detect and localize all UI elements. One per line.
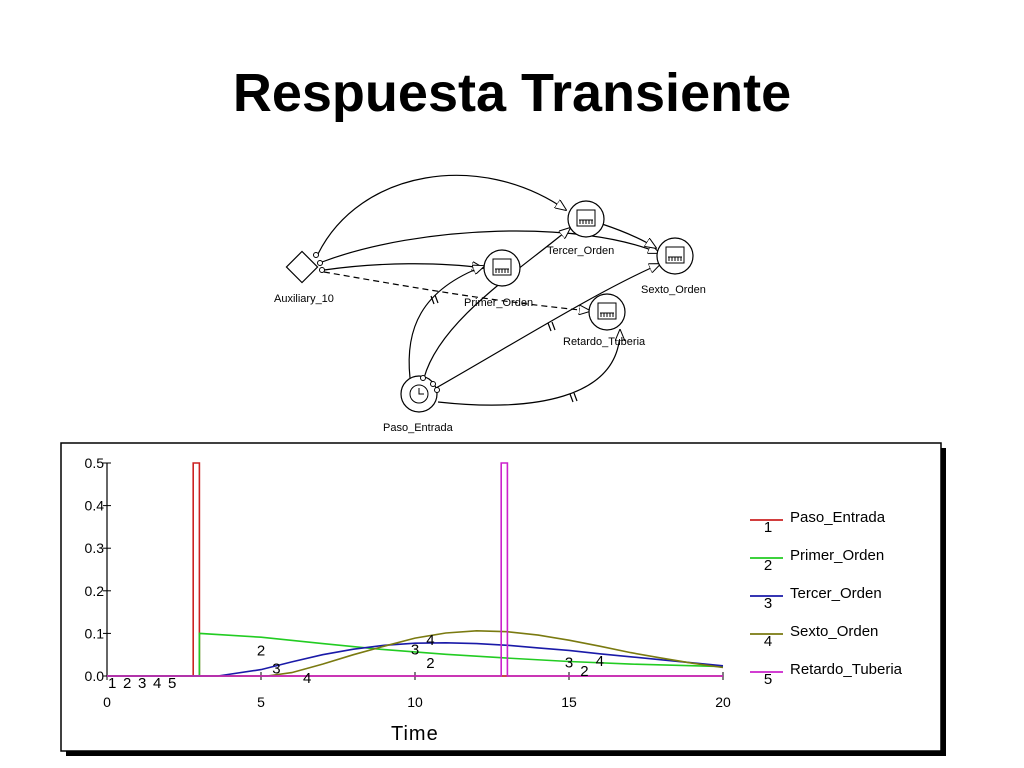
y-tick-label: 0.0	[85, 668, 105, 684]
y-ticks: 0.0 0.1 0.2 0.3 0.4 0.5	[85, 455, 111, 684]
curve-marker: 2	[426, 655, 434, 672]
link-aux-tercer	[317, 174, 566, 255]
slide-title: Respuesta Transiente	[232, 63, 792, 123]
paso-node[interactable]	[400, 375, 440, 413]
paso-label: Paso_Entrada	[383, 422, 454, 434]
link-tercer-sexto	[601, 223, 656, 248]
y-tick-label: 0.5	[85, 455, 105, 471]
tercer-label: Tercer_Orden	[547, 245, 614, 257]
y-tick-label: 0.1	[85, 625, 105, 641]
link-paso-retardo	[437, 330, 620, 406]
curve-marker: 3	[565, 654, 573, 671]
legend-label: Sexto_Orden	[790, 623, 878, 640]
link-paso-tercer	[423, 228, 570, 379]
sexto-label: Sexto_Orden	[641, 284, 706, 296]
y-tick-label: 0.3	[85, 540, 105, 556]
curve-marker: 4	[303, 670, 311, 687]
series	[107, 462, 724, 677]
legend-marker: 2	[764, 557, 772, 574]
model-diagram: Auxiliary_10 Tercer_Orden Primer_Orden S…	[274, 174, 706, 434]
auxiliary-label: Auxiliary_10	[274, 293, 334, 305]
curve-marker: 4	[596, 653, 604, 670]
baseline-marker: 1	[108, 675, 116, 692]
link-paso-sexto	[435, 264, 660, 389]
legend-marker: 5	[764, 671, 772, 688]
x-tick-label: 10	[407, 694, 423, 710]
baseline-marker: 4	[153, 675, 161, 692]
series-line-retardo-tuberia	[107, 462, 723, 677]
legend-label: Primer_Orden	[790, 547, 884, 564]
delay-marks	[430, 294, 578, 403]
curve-marker: 2	[257, 642, 265, 659]
legend-marker: 3	[764, 595, 772, 612]
link-aux-sexto	[321, 230, 659, 263]
curve-marker: 2	[580, 663, 588, 680]
x-ticks: 0 5 10 15 20	[103, 672, 731, 710]
legend-label: Paso_Entrada	[790, 509, 886, 526]
retardo-label: Retardo_Tuberia	[563, 336, 646, 348]
legend-label: Tercer_Orden	[790, 585, 882, 602]
x-tick-label: 20	[715, 694, 731, 710]
retardo-node[interactable]	[588, 293, 626, 331]
x-tick-label: 0	[103, 694, 111, 710]
legend-label: Retardo_Tuberia	[790, 661, 903, 678]
baseline-marker: 5	[168, 675, 176, 692]
legend: 1 Paso_Entrada 2 Primer_Orden 3 Tercer_Orden 4…	[750, 509, 903, 688]
link-paso-primer	[408, 266, 484, 379]
series-line-primer-orden	[107, 632, 724, 677]
primer-label: Primer_Orden	[464, 297, 533, 309]
x-axis-label: Time	[391, 723, 439, 745]
auxiliary-node[interactable]	[285, 250, 325, 284]
sexto-node[interactable]	[656, 237, 694, 275]
x-tick-label: 5	[257, 694, 265, 710]
x-tick-label: 15	[561, 694, 577, 710]
curve-marker: 3	[272, 660, 280, 677]
y-tick-label: 0.4	[85, 498, 105, 514]
legend-marker: 4	[764, 633, 772, 650]
curve-marker: 3	[411, 642, 419, 659]
link-aux-primer	[323, 264, 483, 270]
series-line-sexto-orden	[107, 629, 724, 677]
y-tick-label: 0.2	[85, 583, 105, 599]
primer-node[interactable]	[483, 249, 521, 287]
curve-marker: 4	[426, 632, 434, 649]
series-line-tercer-orden	[107, 641, 724, 677]
link-aux-retardo	[323, 271, 590, 311]
diagram-links	[317, 174, 660, 406]
legend-marker: 1	[764, 519, 772, 536]
baseline-marker: 2	[123, 675, 131, 692]
baseline-marker: 3	[138, 675, 146, 692]
tercer-node[interactable]	[567, 200, 605, 238]
